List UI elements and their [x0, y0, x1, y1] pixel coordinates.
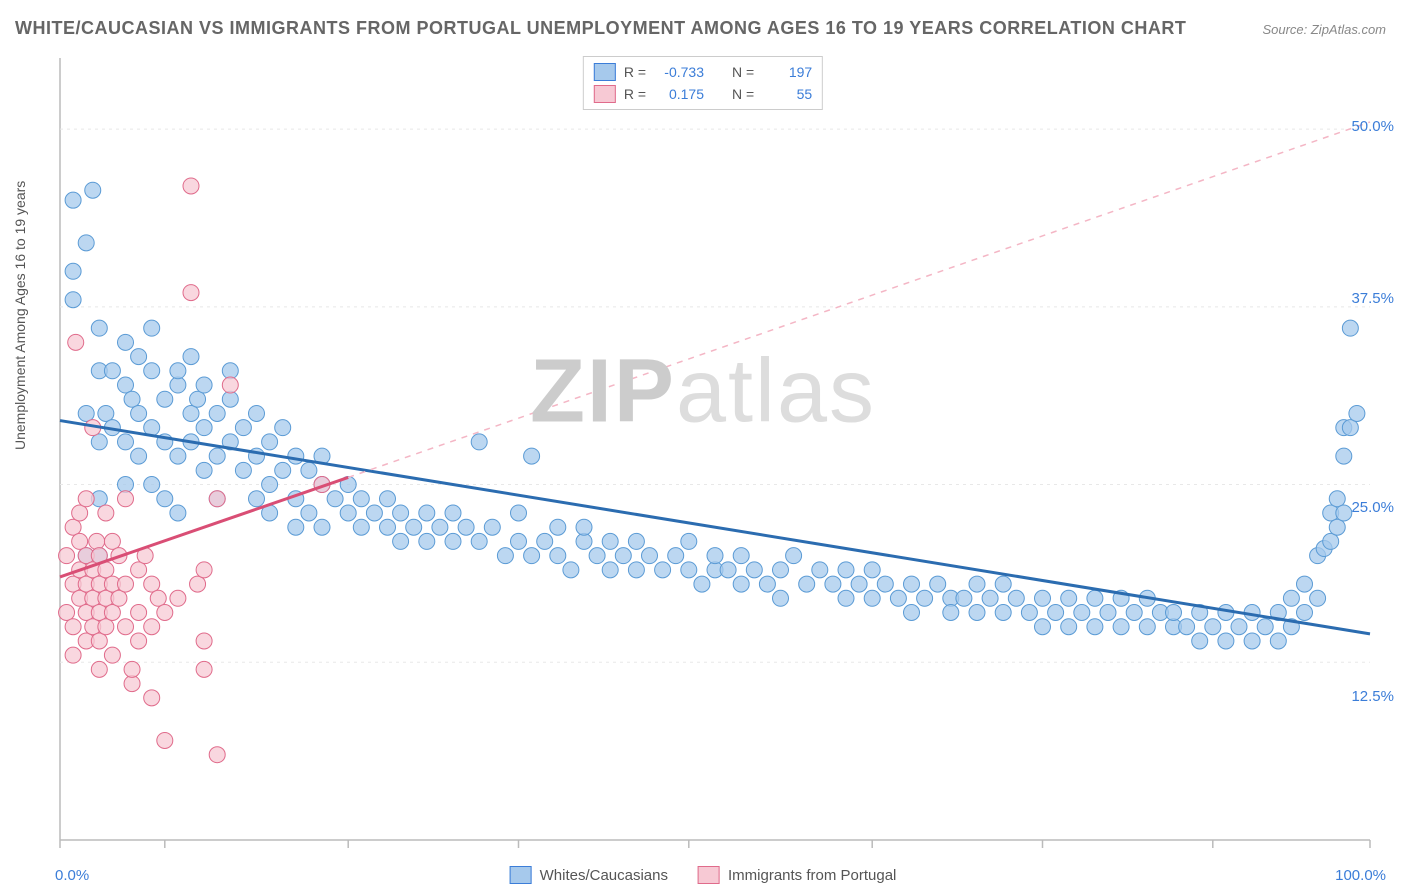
y-tick-label: 25.0%	[1351, 499, 1394, 516]
x-axis-min: 0.0%	[55, 867, 89, 884]
legend-series: Whites/Caucasians Immigrants from Portug…	[510, 866, 897, 884]
legend-stats-row: R = 0.175 N = 55	[594, 83, 812, 105]
chart-title: WHITE/CAUCASIAN VS IMMIGRANTS FROM PORTU…	[15, 18, 1186, 39]
y-tick-label: 37.5%	[1351, 290, 1394, 307]
legend-item: Whites/Caucasians	[510, 866, 668, 884]
x-axis-max: 100.0%	[1335, 867, 1386, 884]
y-tick-label: 12.5%	[1351, 688, 1394, 705]
n-value-2: 55	[762, 86, 812, 102]
y-axis-label: Unemployment Among Ages 16 to 19 years	[12, 181, 28, 450]
legend-label: Whites/Caucasians	[540, 867, 668, 884]
legend-swatch-pink	[698, 866, 720, 884]
y-tick-label: 50.0%	[1351, 118, 1394, 135]
source-label: Source: ZipAtlas.com	[1262, 22, 1386, 37]
r-label: R =	[624, 86, 646, 102]
n-label: N =	[732, 86, 754, 102]
chart-area	[50, 50, 1390, 870]
legend-swatch-pink	[594, 85, 616, 103]
r-value-2: 0.175	[654, 86, 704, 102]
legend-stats: R = -0.733 N = 197 R = 0.175 N = 55	[583, 56, 823, 110]
legend-label: Immigrants from Portugal	[728, 867, 896, 884]
legend-swatch-blue	[594, 63, 616, 81]
legend-item: Immigrants from Portugal	[698, 866, 896, 884]
legend-stats-row: R = -0.733 N = 197	[594, 61, 812, 83]
r-label: R =	[624, 64, 646, 80]
scatter-chart	[50, 50, 1390, 870]
r-value-1: -0.733	[654, 64, 704, 80]
legend-swatch-blue	[510, 866, 532, 884]
n-label: N =	[732, 64, 754, 80]
n-value-1: 197	[762, 64, 812, 80]
